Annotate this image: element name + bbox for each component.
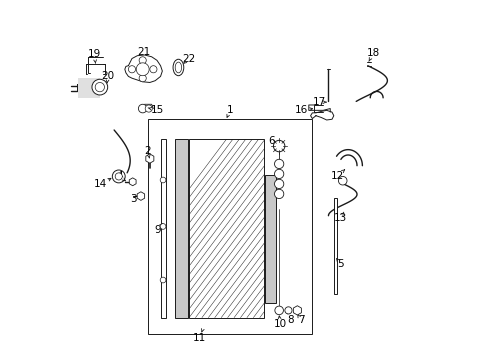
Bar — [333, 198, 337, 294]
Circle shape — [274, 169, 283, 179]
Circle shape — [139, 75, 146, 82]
Circle shape — [338, 176, 346, 185]
Circle shape — [149, 66, 157, 73]
Text: 21: 21 — [137, 47, 150, 57]
Circle shape — [274, 189, 283, 199]
Circle shape — [160, 277, 165, 283]
Circle shape — [160, 224, 165, 229]
Text: 4: 4 — [117, 171, 123, 181]
Bar — [264, 175, 276, 303]
Text: 19: 19 — [88, 49, 101, 59]
Text: 13: 13 — [333, 212, 346, 222]
Circle shape — [274, 159, 283, 168]
Circle shape — [95, 82, 104, 92]
Text: 5: 5 — [337, 259, 344, 269]
Circle shape — [115, 173, 122, 180]
Text: 16: 16 — [294, 105, 307, 115]
Circle shape — [138, 104, 147, 113]
Bar — [148, 119, 312, 334]
Circle shape — [112, 170, 125, 183]
Text: 2: 2 — [144, 147, 151, 157]
Circle shape — [128, 66, 135, 73]
Text: 22: 22 — [182, 54, 195, 64]
Circle shape — [273, 140, 285, 152]
Text: 17: 17 — [312, 97, 325, 107]
Text: 9: 9 — [154, 225, 161, 235]
Bar — [78, 78, 100, 98]
Bar — [160, 139, 165, 318]
Circle shape — [160, 177, 165, 183]
Circle shape — [139, 57, 146, 64]
Text: 7: 7 — [297, 315, 304, 325]
Text: 12: 12 — [330, 171, 343, 181]
Circle shape — [92, 79, 107, 95]
Text: 15: 15 — [150, 105, 163, 115]
Text: 18: 18 — [366, 48, 379, 58]
Text: 10: 10 — [273, 319, 286, 329]
Text: 8: 8 — [286, 315, 293, 325]
Text: 6: 6 — [267, 136, 274, 147]
Ellipse shape — [175, 62, 181, 73]
Ellipse shape — [173, 59, 183, 76]
Text: 1: 1 — [226, 105, 233, 115]
Circle shape — [274, 179, 283, 189]
Text: 11: 11 — [193, 333, 206, 343]
Text: 20: 20 — [102, 71, 114, 81]
Circle shape — [136, 63, 149, 76]
Bar — [189, 139, 264, 318]
Bar — [175, 139, 188, 318]
Text: 3: 3 — [129, 194, 136, 203]
Circle shape — [274, 306, 283, 315]
Circle shape — [285, 307, 291, 314]
Circle shape — [145, 105, 152, 112]
Text: 14: 14 — [94, 179, 107, 189]
